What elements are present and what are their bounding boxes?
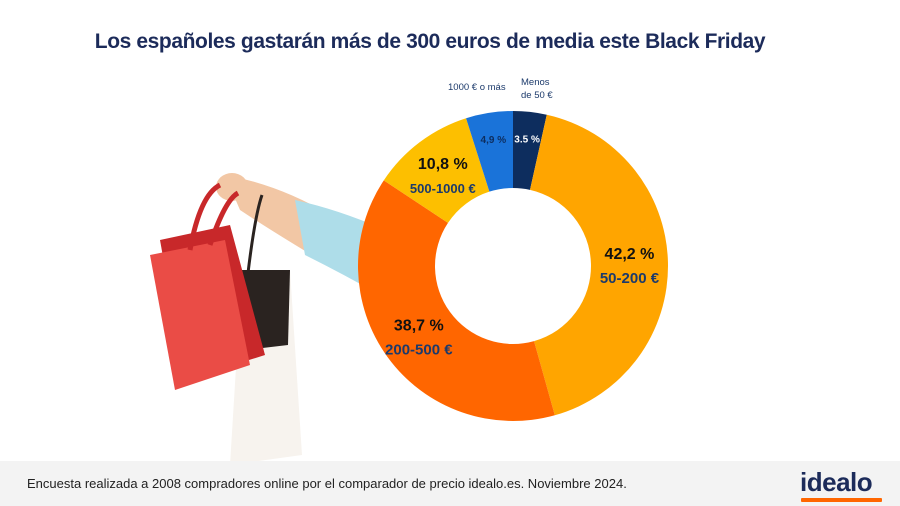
slice-value-label: 38,7 % — [394, 318, 444, 335]
donut-chart: 3.5 % 42,2 % 50-200 € 38,7 % 200-500 € 10,8 %… — [358, 77, 668, 421]
slice-menos-de-50 — [513, 111, 547, 190]
survey-note: Encuesta realizada a 2008 compradores on… — [27, 476, 627, 491]
slice-1000-o-m-s — [466, 111, 513, 192]
logo-underline — [801, 498, 882, 502]
slice-value-label: 3.5 % — [514, 134, 540, 145]
slice-category-label: 200-500 € — [385, 342, 453, 359]
slice-value-label: 4,9 % — [481, 135, 507, 146]
outside-slice-label: de 50 € — [521, 90, 553, 101]
slice-category-label: 500-1000 € — [410, 181, 476, 196]
slice-value-label: 10,8 % — [418, 156, 468, 173]
idealo-logo[interactable]: idealo — [800, 467, 873, 497]
outside-slice-label: 1000 € o más — [448, 82, 506, 93]
slice-500-1000 — [383, 118, 490, 223]
outside-slice-label: Menos — [521, 77, 550, 88]
slice-category-label: 50-200 € — [600, 270, 660, 287]
slice-50-200 — [529, 114, 668, 416]
chart-title: Los españoles gastarán más de 300 euros … — [94, 30, 766, 53]
slice-200-500 — [358, 180, 555, 421]
footer-bar: Encuesta realizada a 2008 compradores on… — [0, 461, 900, 506]
slice-value-label: 42,2 % — [605, 246, 655, 263]
